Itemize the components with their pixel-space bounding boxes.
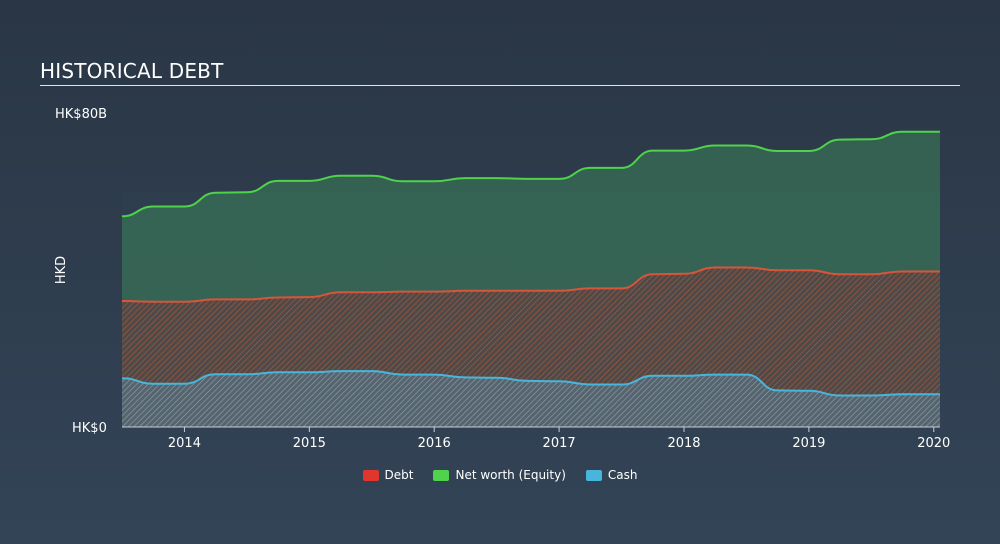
- title-divider: [40, 85, 960, 86]
- y-tick-label-zero: HK$0: [72, 421, 107, 436]
- x-tick-label-2014: 2014: [168, 436, 201, 451]
- chart-legend: Debt Net worth (Equity) Cash: [0, 468, 1000, 482]
- legend-swatch-cash: [585, 469, 602, 481]
- legend-label-debt: Debt: [384, 468, 414, 482]
- chart-title: HISTORICAL DEBT: [40, 59, 224, 83]
- x-tick-label-2015: 2015: [293, 436, 326, 451]
- area-cash: [122, 371, 940, 427]
- legend-item-cash[interactable]: Cash: [585, 468, 638, 482]
- legend-swatch-debt: [362, 469, 379, 481]
- legend-swatch-equity: [433, 469, 450, 481]
- series-line-cash[interactable]: [121, 370, 940, 397]
- y-axis-label: HKD: [54, 256, 69, 284]
- x-tick-label-2020: 2020: [917, 436, 950, 451]
- x-tick-label-2017: 2017: [543, 436, 576, 451]
- x-tick-label-2019: 2019: [792, 436, 825, 451]
- legend-label-cash: Cash: [607, 468, 638, 482]
- series-line-debt[interactable]: [121, 266, 940, 303]
- series-line-equity[interactable]: [121, 130, 940, 218]
- x-tick-label-2018: 2018: [667, 436, 700, 451]
- x-tick-label-2016: 2016: [418, 436, 451, 451]
- y-tick-label-top: HK$80B: [55, 107, 107, 122]
- legend-label-equity: Net worth (Equity): [455, 468, 566, 482]
- legend-item-debt[interactable]: Debt: [362, 468, 414, 482]
- legend-item-equity[interactable]: Net worth (Equity): [433, 468, 566, 482]
